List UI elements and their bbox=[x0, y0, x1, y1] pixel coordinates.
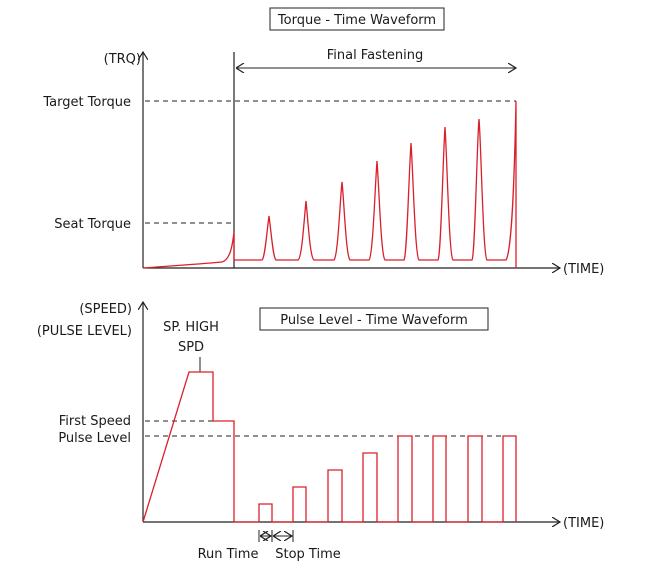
pulse-y-axis-label-line2: (PULSE LEVEL) bbox=[37, 324, 132, 339]
final-fastening-label: Final Fastening bbox=[327, 48, 424, 63]
torque-y-axis-label: (TRQ) bbox=[104, 52, 141, 67]
pulse-chart: (SPEED) (PULSE LEVEL) (TIME) Pulse Level… bbox=[37, 302, 604, 562]
sp-high-label-line2: SPD bbox=[178, 340, 204, 355]
sp-high-label-line1: SP. HIGH bbox=[163, 320, 219, 335]
pulse-x-axis-label: (TIME) bbox=[563, 516, 604, 531]
first-speed-label: First Speed bbox=[59, 414, 131, 429]
pulse-y-axis-label-line1: (SPEED) bbox=[79, 302, 132, 317]
torque-x-axis-label: (TIME) bbox=[563, 262, 604, 277]
torque-title: Torque - Time Waveform bbox=[277, 13, 436, 28]
torque-chart: Torque - Time Waveform (TRQ) (TIME) Fina… bbox=[42, 7, 604, 277]
pulse-level-label: Pulse Level bbox=[58, 431, 131, 446]
target-torque-label: Target Torque bbox=[42, 95, 131, 110]
torque-title-box bbox=[269, 7, 445, 31]
seat-torque-label: Seat Torque bbox=[54, 217, 131, 232]
stop-time-label: Stop Time bbox=[275, 547, 341, 562]
run-time-label: Run Time bbox=[198, 547, 259, 562]
pulse-waveform bbox=[142, 371, 517, 523]
torque-waveform bbox=[142, 100, 517, 269]
run-stop-time-markers bbox=[258, 530, 294, 542]
pulse-title: Pulse Level - Time Waveform bbox=[280, 313, 468, 328]
pulse-title-box bbox=[259, 307, 489, 331]
